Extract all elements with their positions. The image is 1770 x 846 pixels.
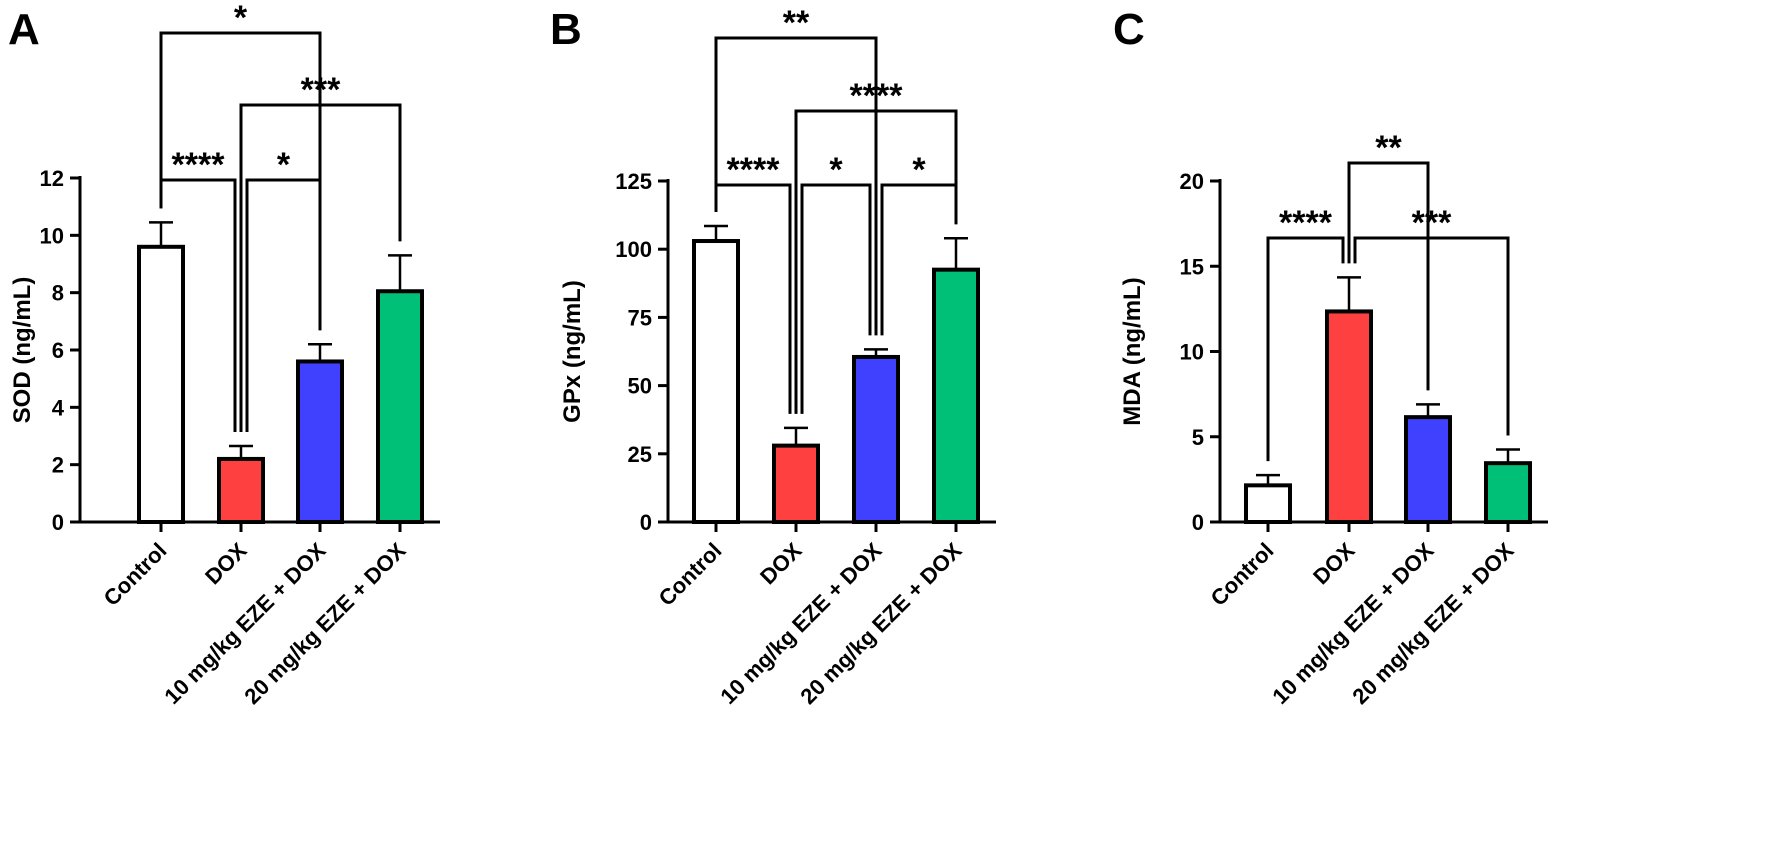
y-tick-label: 15 <box>1180 254 1204 279</box>
significance-label-0: **** <box>727 151 781 189</box>
x-tick-label: 20 mg/kg EZE + DOX <box>1347 538 1518 709</box>
bar-2 <box>296 359 344 525</box>
x-tick-label: DOX <box>1308 538 1360 590</box>
y-tick-label: 25 <box>628 442 652 467</box>
significance-label-0: **** <box>1279 204 1333 242</box>
x-tick-label: 10 mg/kg EZE + DOX <box>159 538 330 709</box>
y-tick-label: 8 <box>52 281 64 306</box>
bar-3 <box>932 267 980 524</box>
y-tick-label: 75 <box>628 305 652 330</box>
y-tick-label: 20 <box>1180 169 1204 194</box>
significance-label-3: * <box>234 0 248 37</box>
y-tick-label: 0 <box>52 510 64 535</box>
x-tick-label: Control <box>99 538 172 611</box>
y-tick-label: 10 <box>1180 340 1204 365</box>
panel-letter: A <box>8 5 40 54</box>
x-tick-label: 10 mg/kg EZE + DOX <box>1267 538 1438 709</box>
significance-bracket-3 <box>159 31 322 331</box>
y-axis-label: SOD (ng/mL) <box>9 277 36 424</box>
bar-3 <box>376 289 424 524</box>
x-tick-label: DOX <box>755 538 807 590</box>
x-tick-label: DOX <box>200 538 252 590</box>
x-tick-label: 20 mg/kg EZE + DOX <box>239 538 410 709</box>
bar-2 <box>1404 415 1452 524</box>
x-tick-label: Control <box>654 538 727 611</box>
panel-letter: C <box>1113 5 1145 54</box>
y-tick-label: 0 <box>640 510 652 535</box>
y-tick-label: 0 <box>1192 510 1204 535</box>
significance-bracket-1 <box>800 183 872 414</box>
bar-0 <box>692 239 740 525</box>
significance-label-1: * <box>829 151 843 189</box>
significance-bracket-1 <box>1353 236 1510 436</box>
y-axis-label: MDA (ng/mL) <box>1119 277 1146 425</box>
y-tick-label: 6 <box>52 338 64 363</box>
significance-label-2: * <box>912 151 926 189</box>
bar-2 <box>852 354 900 524</box>
bar-3 <box>1484 461 1532 524</box>
y-tick-label: 10 <box>40 223 64 248</box>
y-tick-label: 100 <box>615 237 652 262</box>
y-tick-label: 2 <box>52 453 64 478</box>
y-axis-label: GPx (ng/mL) <box>559 280 586 423</box>
x-tick-label: 20 mg/kg EZE + DOX <box>795 538 966 709</box>
x-tick-label: Control <box>1206 538 1279 611</box>
bar-1 <box>217 456 265 524</box>
y-tick-label: 5 <box>1192 425 1204 450</box>
y-tick-label: 125 <box>615 169 652 194</box>
bar-0 <box>1244 483 1292 524</box>
significance-bracket-0 <box>1266 236 1345 462</box>
significance-label-1: * <box>277 146 291 184</box>
bar-1 <box>772 443 820 524</box>
significance-bracket-4 <box>714 36 878 336</box>
bar-0 <box>137 244 185 525</box>
bar-1 <box>1325 309 1373 524</box>
y-tick-label: 12 <box>40 166 64 191</box>
x-tick-label: 10 mg/kg EZE + DOX <box>715 538 886 709</box>
significance-label-0: **** <box>172 146 226 184</box>
significance-label-4: ** <box>783 4 810 42</box>
significance-label-1: *** <box>1412 204 1452 242</box>
y-tick-label: 4 <box>52 395 65 420</box>
y-tick-label: 50 <box>628 374 652 399</box>
panel-letter: B <box>550 5 582 54</box>
significance-bracket-2 <box>1347 161 1430 391</box>
significance-label-2: ** <box>1375 129 1402 167</box>
